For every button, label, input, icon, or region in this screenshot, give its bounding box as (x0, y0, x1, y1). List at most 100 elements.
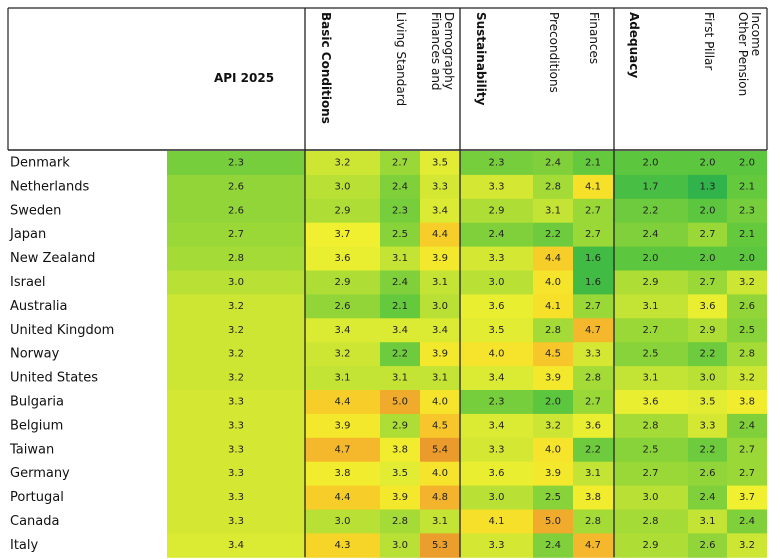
cell-value: 3.1 (545, 205, 561, 216)
cell-value: 3.2 (739, 373, 755, 384)
table-row: Germany 3.3 3.8 3.5 4.0 3.6 3.9 3.1 2.7 2.6 2.7 (10, 461, 767, 487)
country-label: Norway (10, 347, 60, 362)
cell-value: 2.1 (739, 181, 755, 192)
cell-value: 4.0 (432, 396, 448, 407)
table-row: Israel 3.0 2.9 2.4 3.1 3.0 4.0 1.6 2.9 2.7 3.2 (10, 270, 767, 295)
cell-value: 2.3 (739, 205, 755, 216)
cell-value: 3.3 (585, 349, 601, 360)
heatmap-cell (380, 437, 420, 463)
heatmap-cell (688, 390, 727, 415)
cell-value: 3.0 (392, 540, 408, 551)
heatmap-cell (613, 270, 688, 295)
cell-value: 4.5 (545, 349, 561, 360)
heatmap-cell (613, 174, 688, 200)
cell-value: 2.6 (700, 540, 716, 551)
cell-value: 4.7 (585, 325, 601, 336)
cell-value: 3.0 (489, 492, 505, 503)
cell-value: 2.0 (739, 157, 755, 168)
heatmap-cell (460, 485, 533, 510)
heatmap-cell (688, 174, 727, 200)
cell-value: 4.4 (335, 492, 351, 503)
cell-value: 3.2 (228, 349, 244, 360)
cell-value: 3.5 (700, 396, 716, 407)
heatmap-cell (420, 318, 460, 343)
table-header: API 2025 Basic Conditions Living Standard F… (214, 12, 763, 124)
heatmap-cell (420, 485, 460, 510)
heatmap-cell (305, 174, 380, 200)
cell-value: 3.7 (335, 229, 351, 240)
heatmap-cell (420, 294, 460, 319)
cell-value: 3.3 (432, 181, 448, 192)
country-label: Japan (9, 227, 46, 242)
heatmap-cell (305, 270, 380, 295)
cell-value: 3.6 (489, 301, 505, 312)
cell-value: 3.4 (489, 373, 505, 384)
heatmap-cell (460, 461, 533, 487)
heatmap-cell (573, 437, 613, 463)
cell-value: 2.7 (585, 396, 601, 407)
heatmap-cell (305, 318, 380, 343)
cell-value: 2.4 (392, 181, 408, 192)
cell-value: 3.5 (489, 325, 505, 336)
cell-value: 2.4 (392, 277, 408, 288)
heatmap-cell (688, 198, 727, 224)
cell-value: 3.2 (545, 420, 561, 431)
cell-value: 2.8 (545, 181, 561, 192)
heatmap-cell (420, 174, 460, 200)
heatmap-cell (305, 461, 380, 487)
heatmap-cell (460, 294, 533, 319)
cell-value: 3.7 (739, 492, 755, 503)
heatmap-cell (613, 485, 688, 510)
cell-value: 4.0 (432, 468, 448, 479)
heatmap-cell (533, 222, 573, 248)
heatmap-cell (573, 366, 613, 391)
heatmap-cell (727, 174, 767, 200)
heatmap-cell (613, 318, 688, 343)
heatmap-cell (460, 342, 533, 367)
heatmap-cell (167, 342, 305, 367)
cell-value: 2.2 (545, 229, 561, 240)
heatmap-cell (573, 461, 613, 487)
cell-value: 2.6 (700, 468, 716, 479)
cell-value: 1.6 (585, 253, 601, 264)
heatmap-cell (573, 413, 613, 439)
table-row: Italy 3.4 4.3 3.0 5.3 3.3 2.4 4.7 2.9 2.6 3.2 (10, 533, 767, 558)
heatmap-cell (167, 222, 305, 248)
cell-value: 3.8 (585, 492, 601, 503)
cell-value: 2.2 (643, 205, 659, 216)
cell-value: 3.1 (643, 373, 659, 384)
table-row: Taiwan 3.3 4.7 3.8 5.4 3.3 4.0 2.2 2.5 2.2 2.7 (9, 437, 767, 463)
heatmap-cell (613, 198, 688, 224)
country-label: Italy (10, 538, 39, 553)
cell-value: 2.0 (700, 205, 716, 216)
cell-value: 2.9 (700, 325, 716, 336)
cell-value: 3.2 (739, 540, 755, 551)
cell-value: 2.1 (585, 157, 601, 168)
heatmap-cell (613, 509, 688, 534)
heatmap-cell (460, 533, 533, 558)
heatmap-cell (380, 198, 420, 224)
cell-value: 2.8 (585, 373, 601, 384)
cell-value: 4.4 (432, 229, 448, 240)
heatmap-cell (533, 390, 573, 415)
cell-value: 2.4 (489, 229, 505, 240)
cell-value: 2.8 (392, 516, 408, 527)
country-label: Taiwan (9, 442, 54, 457)
cell-value: 2.7 (585, 205, 601, 216)
cell-value: 3.0 (432, 301, 448, 312)
heatmap-cell (167, 270, 305, 295)
heatmap-cell (305, 222, 380, 248)
heatmap-cell (727, 342, 767, 367)
heatmap-cell (613, 222, 688, 248)
heatmap-cell (533, 174, 573, 200)
cell-value: 2.5 (739, 325, 755, 336)
heatmap-cell (305, 294, 380, 319)
heatmap-cell (167, 390, 305, 415)
heatmap-cell (613, 366, 688, 391)
country-label: United States (10, 371, 98, 386)
heatmap-cell (460, 390, 533, 415)
column-header-other-pension-income-line-1: Other Pension (736, 12, 750, 96)
cell-value: 2.2 (700, 349, 716, 360)
cell-value: 2.9 (335, 277, 351, 288)
group-dividers (7, 7, 768, 558)
